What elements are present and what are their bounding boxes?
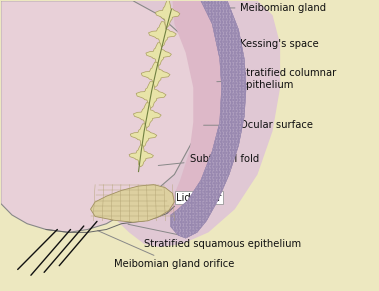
Polygon shape [136,81,166,109]
Polygon shape [1,1,201,233]
Polygon shape [155,1,180,28]
Polygon shape [106,1,280,247]
Polygon shape [91,184,174,222]
Polygon shape [130,124,157,148]
Text: Meibomian gland orifice: Meibomian gland orifice [98,230,234,269]
Polygon shape [149,22,176,47]
Polygon shape [146,43,171,66]
Text: Meibomian gland: Meibomian gland [226,3,327,13]
Text: Subtarsal fold: Subtarsal fold [158,154,259,166]
Text: Lid wiper: Lid wiper [141,193,222,203]
Text: Stratified columnar
epithelium: Stratified columnar epithelium [217,68,337,90]
Text: Kessing's space: Kessing's space [221,39,319,49]
Polygon shape [133,103,161,128]
Polygon shape [163,1,222,215]
Text: Ocular surface: Ocular surface [204,120,313,130]
Polygon shape [141,62,170,88]
Polygon shape [129,145,153,167]
Text: Stratified squamous epithelium: Stratified squamous epithelium [128,224,301,249]
Polygon shape [171,1,246,238]
